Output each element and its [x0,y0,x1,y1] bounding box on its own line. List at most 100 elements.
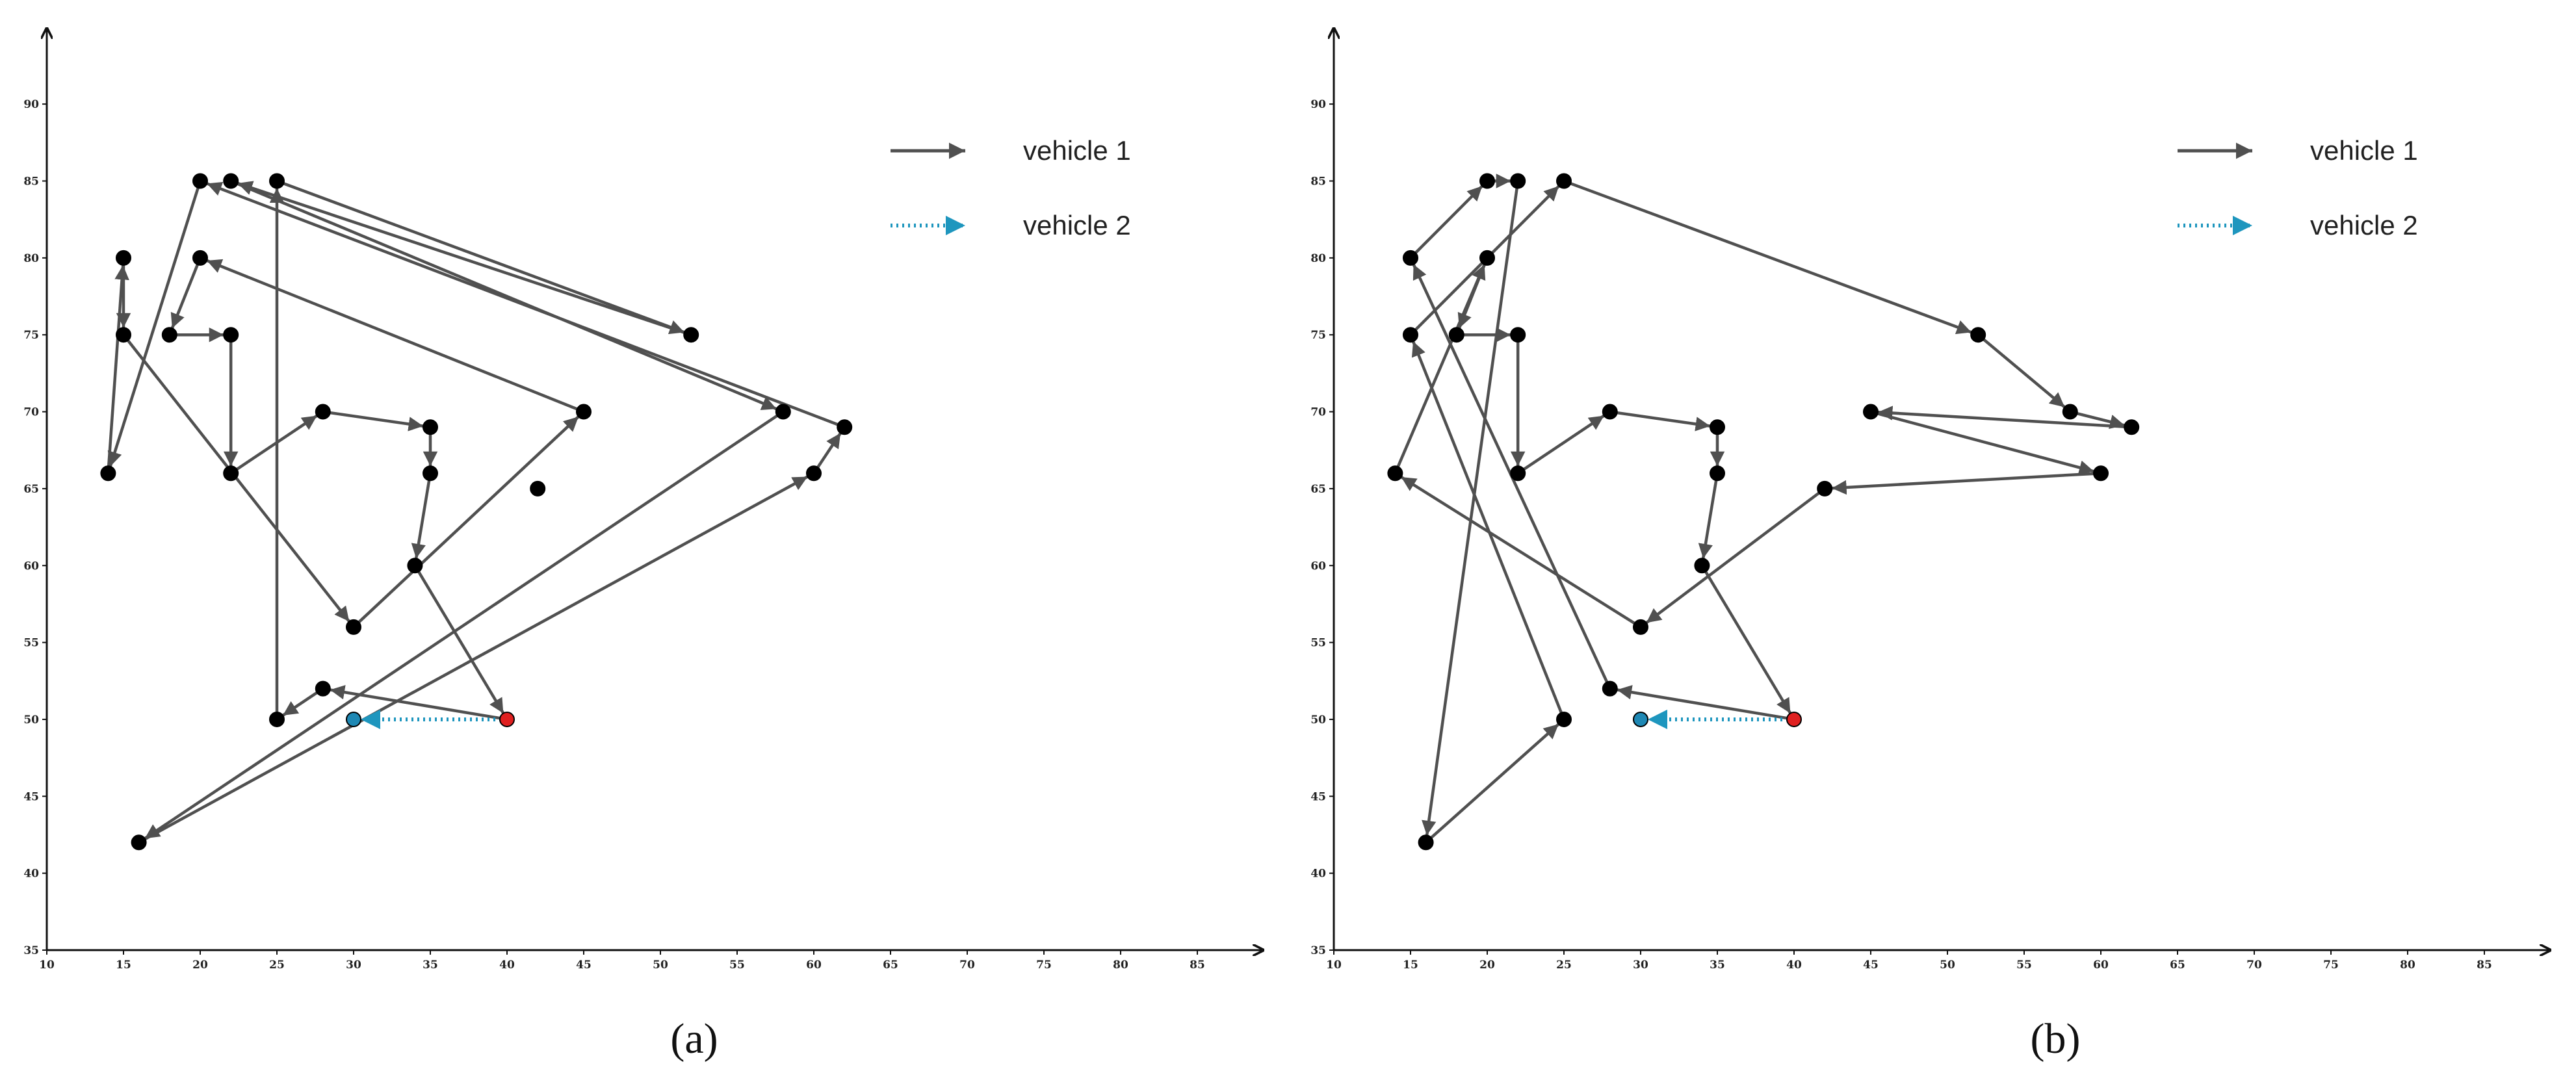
y-tick-label: 85 [1310,175,1326,188]
chart-panel-a: 10 15 20 25 30 35 40 45 50 55 60 65 70 75 80 85 35 40 45 50… [23,27,1264,1063]
y-tick-label: 55 [23,637,39,650]
vehicle-1-edge [1409,185,1483,259]
customer-node [837,419,853,435]
x-tick-label: 55 [729,959,745,972]
customer-node [1510,465,1526,482]
y-tick-label: 45 [1310,790,1326,803]
y-tick-label: 90 [23,98,39,111]
vehicle-1-edge [1400,476,1642,628]
vehicle-1-edge [813,432,842,474]
panel-caption: (a) [670,1015,718,1063]
vehicle-1-edge [411,472,432,559]
x-tick-label: 20 [1479,959,1495,972]
vehicle-1-edge [1422,181,1520,836]
vehicle-1-edge [107,180,202,467]
customer-node [1510,327,1526,343]
x-tick-label: 25 [1556,959,1572,972]
y-tick-label: 60 [23,560,39,573]
vehicle-1-edge [1457,257,1489,329]
vehicle-1-edge [144,410,785,840]
vehicle-1-edge [206,259,584,413]
x-tick-label: 65 [2170,959,2185,972]
x-tick-label: 10 [39,959,55,972]
customer-node [223,327,239,343]
customer-node [161,327,177,343]
customer-node [1633,619,1648,635]
vehicle-1-edge [2070,410,2126,429]
legend-vehicle-2-label: vehicle 2 [2310,210,2418,240]
y-tick-label: 40 [1310,868,1326,881]
vehicle-1-edge [276,179,685,335]
x-tick-label: 30 [1633,959,1648,972]
customer-node [423,465,438,482]
vehicle-1-edge [170,257,202,329]
x-tick-label: 75 [2323,959,2339,972]
vehicle-2-node [346,711,361,727]
y-tick-label: 35 [1310,944,1326,957]
customer-node [1602,404,1618,420]
customer-node [683,327,699,343]
customer-node [1479,250,1495,266]
customer-node [1694,558,1710,574]
y-tick-label: 65 [1310,483,1326,496]
vehicle-1-edge [1563,179,1972,335]
customer-node [116,250,131,266]
vehicle-1-edge [206,181,846,429]
customer-node [1418,834,1434,851]
customer-node [2062,404,2078,420]
vehicle-1-edge [1516,414,1605,475]
vehicle-1-edge [1645,487,1826,625]
vehicle-1-edge [230,179,777,411]
customer-node [1448,327,1464,343]
customer-node [1403,327,1418,343]
chart-panel-b: 10 15 20 25 30 35 40 45 50 55 60 65 70 75 80 85 35 40 45 50… [1310,27,2551,1063]
vehicle-1-edge [322,410,424,432]
x-tick-label: 25 [269,959,285,972]
y-tick-label: 75 [1310,329,1326,342]
customer-node [1403,250,1418,266]
x-tick-label: 35 [423,959,438,972]
x-tick-label: 65 [883,959,898,972]
x-tick-label: 10 [1326,959,1342,972]
vehicle-1-edge [229,414,318,475]
x-tick-label: 20 [192,959,208,972]
y-tick-label: 70 [23,406,39,419]
y-tick-label: 35 [23,944,39,957]
customer-node [530,480,546,497]
customer-node [1710,419,1725,435]
customer-node [1863,404,1879,420]
x-tick-label: 75 [1036,959,1052,972]
customer-node [1479,173,1495,189]
y-tick-label: 80 [1310,252,1326,265]
x-tick-label: 35 [1710,959,1725,972]
vehicle-1-edge [1700,565,1792,714]
customer-node [223,173,239,189]
vehicle-1-edge [1698,472,1719,559]
vehicle-1-edge [237,181,692,337]
y-tick-label: 70 [1310,406,1326,419]
vehicle-1-edge [352,415,580,628]
customer-node [2093,465,2109,482]
x-tick-label: 70 [2246,959,2262,972]
customer-node [223,465,239,482]
y-tick-label: 75 [23,329,39,342]
x-tick-label: 60 [806,959,822,972]
customer-node [1556,711,1572,727]
customer-node [315,404,331,420]
y-tick-label: 45 [23,790,39,803]
y-tick-label: 40 [23,868,39,881]
customer-node [775,404,791,420]
customer-node [2124,419,2140,435]
x-tick-label: 70 [959,959,975,972]
vehicle-1-edge [1870,410,2094,475]
vehicle-2-node [1633,711,1648,727]
x-tick-label: 85 [2477,959,2492,972]
customer-node [1710,465,1725,482]
customer-node [269,173,285,189]
vehicle-1-edge [1877,406,2132,429]
customer-node [407,558,423,574]
x-tick-label: 40 [499,959,515,972]
vehicle-1-edge [1425,723,1560,844]
x-tick-label: 45 [1863,959,1879,972]
customer-node [315,680,331,697]
